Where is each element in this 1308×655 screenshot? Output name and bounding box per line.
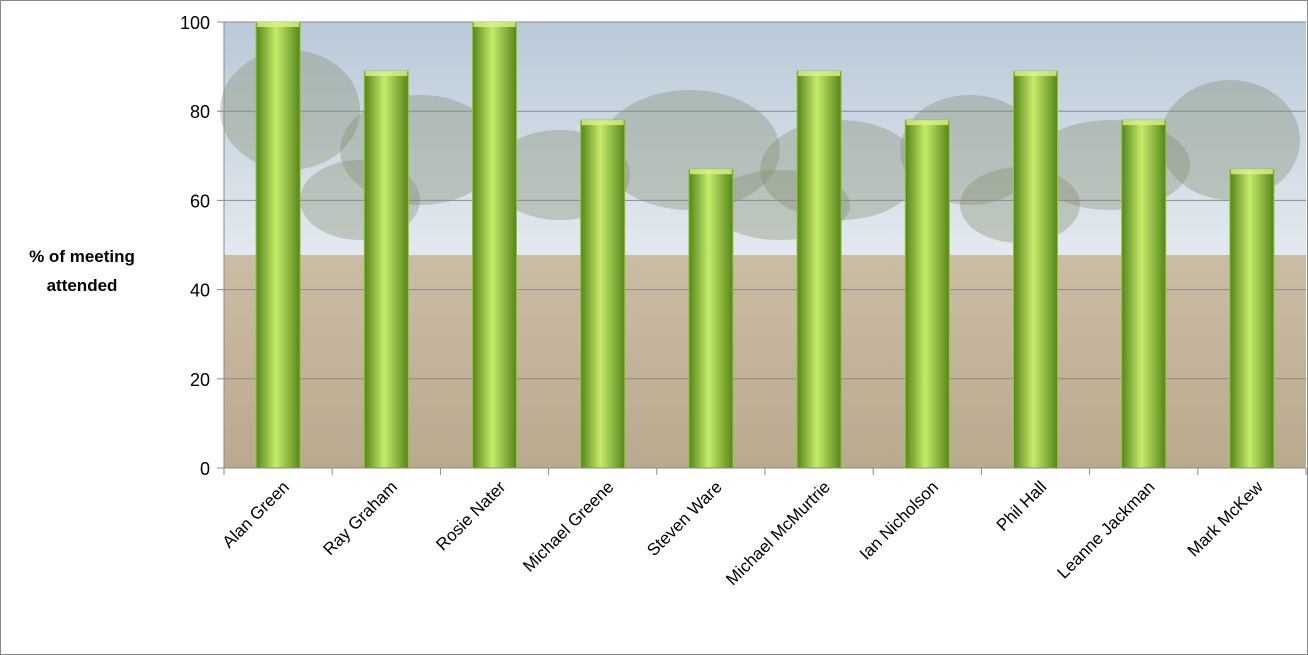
x-tick-label: Phil Hall xyxy=(993,477,1051,535)
bar-top xyxy=(689,169,732,175)
x-tick-label: Rosie Nater xyxy=(432,477,509,554)
y-tick-label: 0 xyxy=(200,459,210,479)
x-tick-label: Mark McKew xyxy=(1184,477,1267,560)
x-tick-label: Michael Greene xyxy=(519,477,617,575)
bar xyxy=(363,70,409,469)
x-tick-label: Steven Ware xyxy=(643,477,725,559)
x-tick-label: Ian Nicholson xyxy=(856,477,942,563)
bar-top xyxy=(906,120,949,126)
y-tick-label: 60 xyxy=(190,191,210,211)
bar-top xyxy=(581,120,624,126)
bar xyxy=(1229,168,1275,469)
y-tick-label: 20 xyxy=(190,370,210,390)
x-tick-labels: Alan Green Ray Graham Rosie Nater Michael G… xyxy=(219,477,1268,589)
y-axis-title-line: attended xyxy=(47,276,118,295)
y-axis-title-line: % of meeting xyxy=(29,247,135,266)
y-tick-label: 100 xyxy=(180,13,210,33)
axes xyxy=(223,22,1307,475)
bar xyxy=(580,119,626,469)
bar-top xyxy=(257,22,300,27)
x-tick-label: Leanne Jackman xyxy=(1054,477,1159,582)
bar xyxy=(472,21,517,469)
y-axis-title: % of meeting attended xyxy=(29,247,135,295)
bar xyxy=(904,119,950,469)
x-tick-label: Ray Graham xyxy=(320,477,402,559)
bar xyxy=(255,21,301,469)
y-tick-labels: 0 20 40 60 80 100 xyxy=(180,13,210,479)
x-tick-label: Michael McMurtrie xyxy=(722,477,834,589)
bar-top xyxy=(1122,120,1165,126)
bar-top xyxy=(1230,169,1273,175)
bar xyxy=(796,70,842,469)
bar-top xyxy=(473,22,516,27)
bar-top xyxy=(365,71,408,77)
y-tick-label: 80 xyxy=(190,102,210,122)
tree-shape xyxy=(600,90,780,210)
bar-top xyxy=(1014,71,1057,77)
x-tick-label: Alan Green xyxy=(219,477,293,551)
bars xyxy=(255,21,1275,469)
bar xyxy=(1013,70,1058,469)
bar-top xyxy=(798,71,841,77)
bar xyxy=(1121,119,1167,469)
y-tick-label: 40 xyxy=(190,281,210,301)
bar xyxy=(688,168,734,469)
